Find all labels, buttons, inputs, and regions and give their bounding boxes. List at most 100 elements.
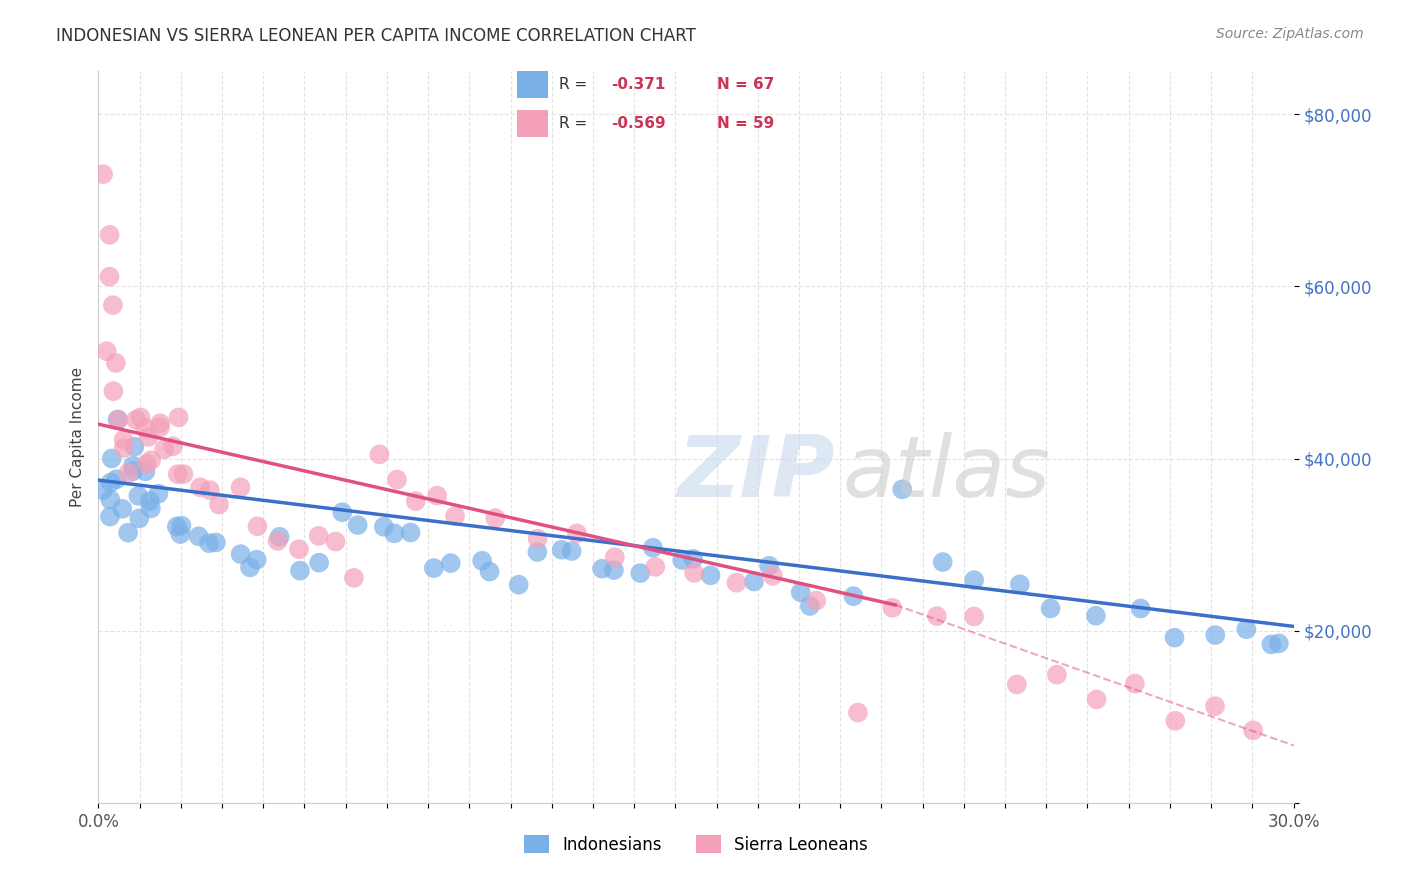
Point bbox=[128, 511, 150, 525]
Point bbox=[561, 544, 583, 558]
Point bbox=[325, 534, 347, 549]
Point bbox=[1046, 667, 1069, 681]
Point bbox=[1129, 601, 1152, 615]
Point bbox=[91, 167, 114, 181]
Point bbox=[508, 578, 530, 592]
Point bbox=[426, 489, 449, 503]
Point bbox=[1164, 714, 1187, 728]
Point bbox=[125, 412, 148, 426]
Point bbox=[1008, 577, 1031, 591]
Text: N = 59: N = 59 bbox=[717, 116, 775, 131]
Point bbox=[471, 554, 494, 568]
Point bbox=[1084, 608, 1107, 623]
Point bbox=[107, 413, 129, 427]
Point bbox=[104, 356, 127, 370]
Point bbox=[101, 298, 124, 312]
Point bbox=[682, 551, 704, 566]
Point bbox=[117, 525, 139, 540]
Point bbox=[112, 441, 135, 455]
Point bbox=[308, 529, 330, 543]
Point bbox=[963, 609, 986, 624]
Point bbox=[173, 467, 195, 482]
Text: -0.371: -0.371 bbox=[612, 77, 666, 92]
Point bbox=[169, 527, 191, 541]
Point bbox=[134, 421, 156, 435]
Point bbox=[170, 518, 193, 533]
Point bbox=[198, 483, 221, 498]
Point bbox=[399, 525, 422, 540]
Point bbox=[208, 498, 231, 512]
Point bbox=[111, 501, 134, 516]
Point bbox=[644, 560, 666, 574]
Point bbox=[346, 518, 368, 533]
Point bbox=[139, 453, 162, 467]
Point bbox=[162, 439, 184, 453]
Point bbox=[925, 609, 948, 624]
Point bbox=[198, 536, 221, 550]
Point bbox=[127, 489, 149, 503]
Point bbox=[149, 420, 172, 434]
Point bbox=[799, 599, 821, 613]
Point bbox=[246, 519, 269, 533]
Point bbox=[932, 555, 955, 569]
Point bbox=[641, 541, 664, 555]
Point bbox=[148, 486, 170, 500]
Point bbox=[98, 269, 121, 284]
Point bbox=[105, 472, 128, 486]
Point bbox=[891, 483, 914, 497]
Point bbox=[963, 573, 986, 587]
Point bbox=[98, 509, 121, 524]
Point bbox=[96, 344, 118, 359]
Point bbox=[100, 475, 122, 490]
Point bbox=[526, 532, 548, 546]
Point bbox=[187, 529, 209, 543]
Point bbox=[671, 553, 693, 567]
Point bbox=[149, 416, 172, 430]
Point bbox=[343, 571, 366, 585]
Point bbox=[98, 492, 121, 507]
Point bbox=[368, 447, 391, 461]
Point bbox=[789, 585, 811, 599]
Point bbox=[1204, 699, 1226, 714]
Text: INDONESIAN VS SIERRA LEONEAN PER CAPITA INCOME CORRELATION CHART: INDONESIAN VS SIERRA LEONEAN PER CAPITA … bbox=[56, 27, 696, 45]
Point bbox=[239, 560, 262, 574]
Point bbox=[205, 535, 228, 549]
Point bbox=[1234, 622, 1257, 636]
Text: R =: R = bbox=[560, 116, 592, 131]
Point bbox=[138, 430, 160, 444]
Point bbox=[98, 227, 121, 242]
Point bbox=[166, 519, 188, 533]
Point bbox=[1123, 676, 1146, 690]
Point bbox=[373, 520, 395, 534]
Point bbox=[124, 440, 146, 454]
Point bbox=[288, 564, 311, 578]
Point bbox=[1005, 677, 1028, 691]
Point bbox=[107, 412, 129, 426]
Point bbox=[603, 550, 626, 565]
Point bbox=[167, 410, 190, 425]
Point bbox=[444, 509, 467, 524]
Text: N = 67: N = 67 bbox=[717, 77, 775, 92]
Point bbox=[139, 494, 162, 508]
Point bbox=[550, 542, 572, 557]
Point bbox=[229, 547, 252, 561]
Point bbox=[188, 480, 211, 494]
Point bbox=[526, 545, 548, 559]
Legend: Indonesians, Sierra Leoneans: Indonesians, Sierra Leoneans bbox=[517, 829, 875, 860]
Point bbox=[103, 384, 125, 399]
Point bbox=[423, 561, 446, 575]
Point bbox=[842, 589, 865, 603]
Text: Source: ZipAtlas.com: Source: ZipAtlas.com bbox=[1216, 27, 1364, 41]
Point bbox=[153, 442, 176, 457]
Point bbox=[135, 457, 157, 471]
FancyBboxPatch shape bbox=[517, 110, 548, 137]
Point bbox=[122, 458, 145, 473]
Text: -0.569: -0.569 bbox=[612, 116, 666, 131]
Point bbox=[762, 569, 785, 583]
Point bbox=[134, 464, 156, 478]
Text: atlas: atlas bbox=[844, 432, 1050, 516]
Point bbox=[742, 574, 765, 589]
Point bbox=[288, 542, 311, 557]
Y-axis label: Per Capita Income: Per Capita Income bbox=[69, 367, 84, 508]
Point bbox=[101, 451, 124, 466]
